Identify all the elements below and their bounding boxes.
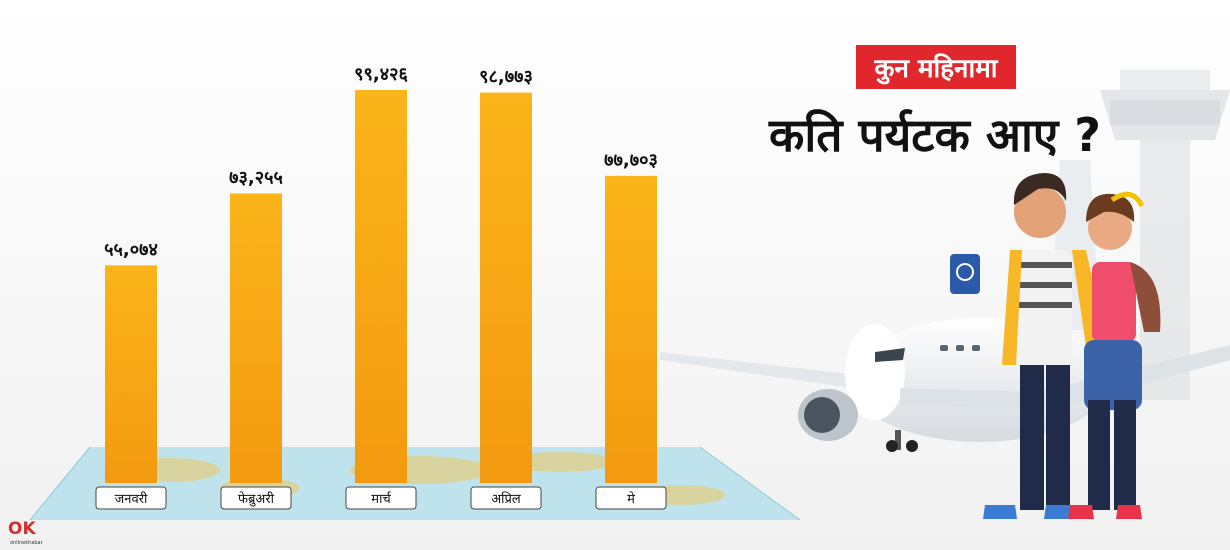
headline-title: कति पर्यटक आए ?: [769, 108, 1101, 162]
bar-2: [230, 193, 282, 484]
tourist-man-illustration: [950, 173, 1108, 519]
bar-3: [355, 90, 407, 483]
logo-text: onlinekhabar: [10, 540, 43, 546]
category-label: मार्च: [371, 491, 391, 507]
bar-4: [480, 92, 532, 483]
bar-5: [605, 175, 657, 483]
category-label: अप्रिल: [491, 491, 521, 507]
category-label: फेब्रुअरी: [238, 491, 275, 507]
logo-mark: OK: [8, 519, 36, 539]
bar-value-label: ५५,०७४: [104, 239, 158, 260]
tourist-woman-illustration: [1068, 191, 1161, 519]
bar-value-label: ७३,२५५: [229, 167, 283, 188]
category-label-box: [470, 486, 542, 510]
bar-value-label: ९८,७७३: [479, 67, 533, 88]
bar-value-label: ७७,७०३: [604, 150, 658, 171]
control-tower-illustration: [1100, 70, 1230, 400]
bar-1: [105, 265, 157, 483]
category-label-box: [220, 486, 292, 510]
category-label: जनवरी: [115, 491, 148, 507]
category-label-box: [95, 486, 167, 510]
headline-tag: कुन महिनामा: [856, 45, 1016, 89]
bar-series: ५५,०७४ जनवरी ७३,२५५ फेब्रुअरी ९९,४२६ मार्च ९८,…: [95, 64, 667, 510]
bar-value-label: ९९,४२६: [354, 64, 408, 85]
category-label-box: [345, 486, 417, 510]
category-label-box: [595, 486, 667, 510]
brand-logo: OK onlinekhabar: [4, 514, 64, 548]
category-label: मे: [627, 491, 635, 507]
